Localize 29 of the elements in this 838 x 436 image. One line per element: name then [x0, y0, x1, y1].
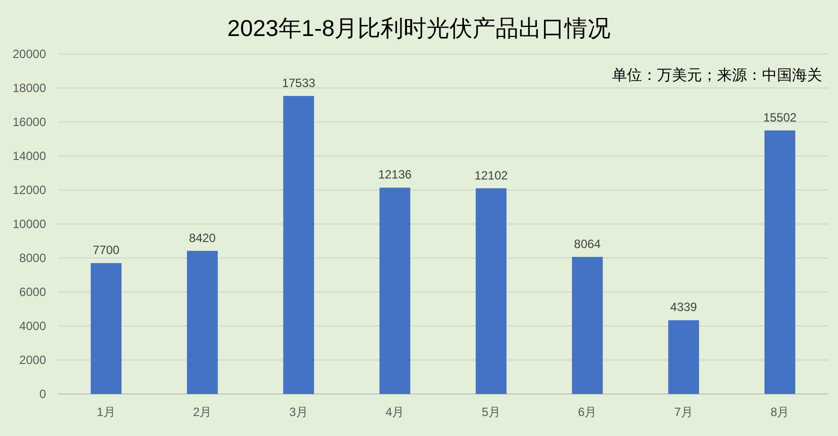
y-tick-label: 20000 [12, 47, 46, 61]
y-tick-label: 0 [39, 387, 46, 401]
annotation: 单位：万美元；来源：中国海关 [612, 67, 822, 84]
x-tick-label: 2月 [193, 405, 212, 419]
x-tick-label: 8月 [770, 405, 790, 419]
y-tick-label: 10000 [12, 217, 46, 231]
y-tick-label: 8000 [19, 251, 46, 265]
x-tick-label: 6月 [578, 405, 597, 419]
data-label: 12136 [378, 168, 412, 182]
data-label: 15502 [763, 110, 797, 124]
x-tick-label: 4月 [386, 405, 404, 419]
y-tick-label: 4000 [19, 319, 46, 333]
x-tick-label: 3月 [289, 405, 308, 419]
y-tick-label: 12000 [12, 183, 46, 197]
data-label: 17533 [282, 76, 316, 90]
y-tick-label: 16000 [12, 115, 46, 129]
y-tick-label: 18000 [12, 81, 46, 95]
x-tick-label: 5月 [482, 405, 500, 419]
y-tick-label: 6000 [19, 285, 46, 299]
data-label: 4339 [670, 300, 698, 314]
data-label: 8064 [574, 236, 602, 251]
chart-title: 2023年1-8月比利时光伏产品出口情况 [227, 15, 611, 41]
x-tick-label: 7月 [674, 405, 693, 419]
data-label: 8420 [189, 230, 216, 245]
x-tick-label: 1月 [96, 405, 116, 419]
data-label: 7700 [92, 243, 120, 258]
y-tick-label: 14000 [12, 149, 46, 163]
data-label: 12102 [474, 168, 508, 182]
y-tick-label: 2000 [19, 353, 46, 367]
